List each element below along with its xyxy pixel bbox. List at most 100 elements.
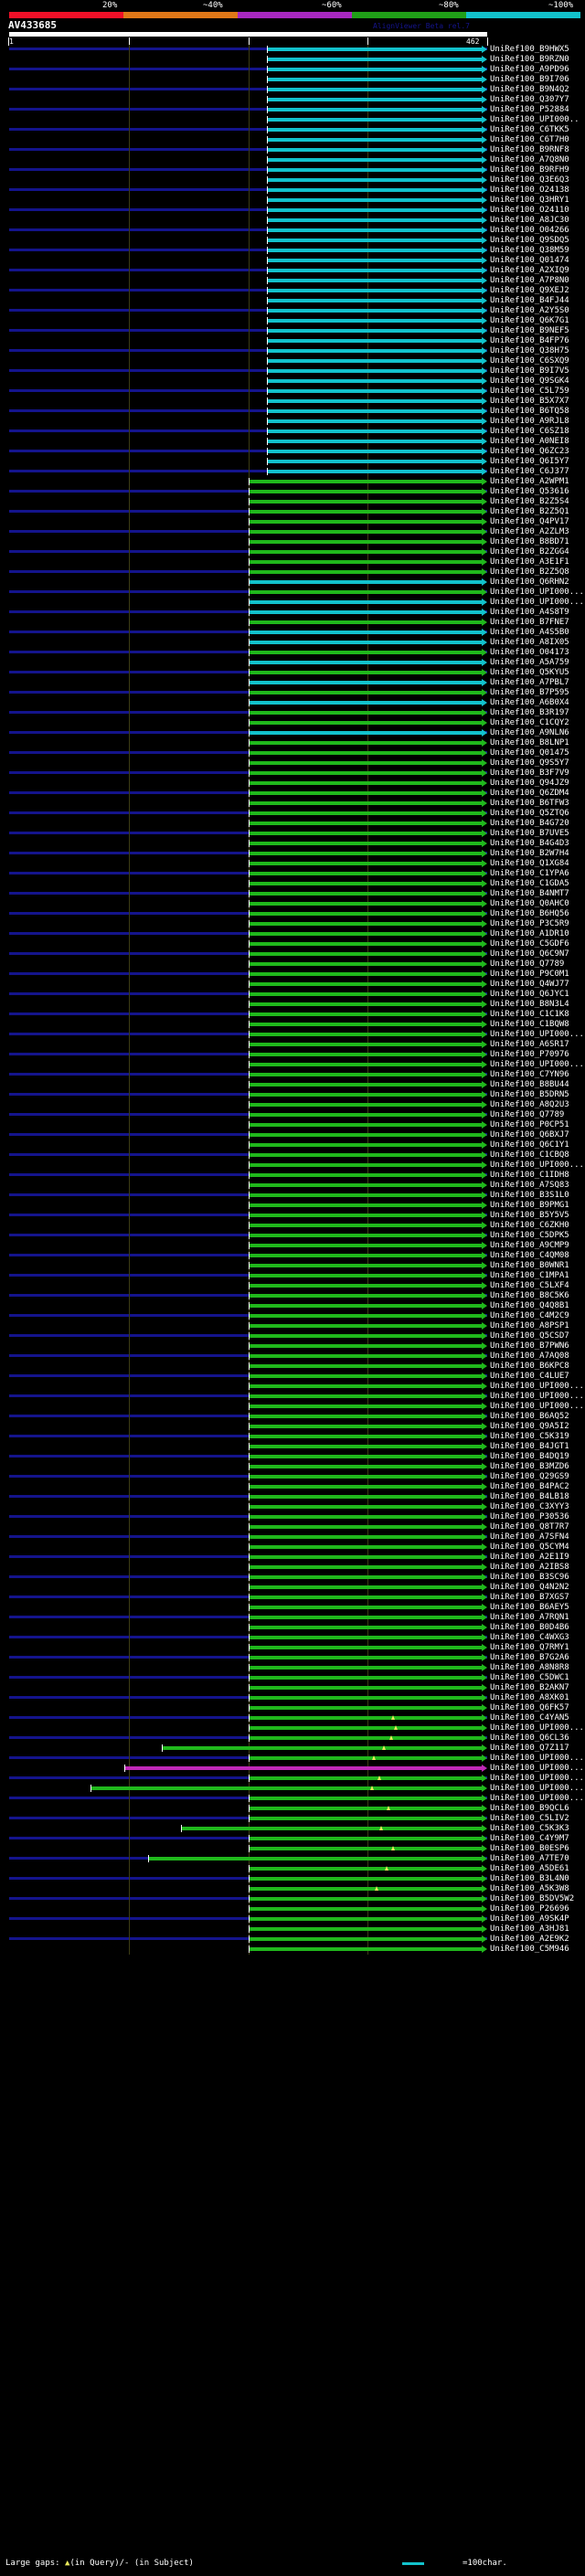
subject-label[interactable]: UniRef100_Q01474 bbox=[490, 256, 569, 265]
alignment-row[interactable]: UniRef100_A4S8T9 bbox=[0, 608, 585, 618]
hsp-bar[interactable] bbox=[250, 641, 483, 644]
subject-label[interactable]: UniRef100_B4FJ44 bbox=[490, 296, 569, 305]
hsp-bar[interactable] bbox=[250, 1616, 483, 1619]
subject-label[interactable]: UniRef100_C1IDH8 bbox=[490, 1171, 569, 1180]
subject-label[interactable]: UniRef100_B6TFW3 bbox=[490, 799, 569, 808]
hsp-bar[interactable] bbox=[250, 1807, 483, 1810]
subject-label[interactable]: UniRef100_Q5KYU5 bbox=[490, 668, 569, 677]
subject-label[interactable]: UniRef100_Q38H75 bbox=[490, 346, 569, 355]
hsp-bar[interactable] bbox=[268, 108, 483, 111]
alignment-row[interactable]: UniRef100_A7PBL7 bbox=[0, 678, 585, 688]
subject-label[interactable]: UniRef100_B5DV5W2 bbox=[490, 1894, 575, 1903]
hsp-bar[interactable] bbox=[250, 1093, 483, 1097]
subject-label[interactable]: UniRef100_Q38M59 bbox=[490, 246, 569, 255]
subject-label[interactable]: UniRef100_UPI000.. bbox=[490, 115, 580, 124]
hsp-bar[interactable] bbox=[250, 1927, 483, 1931]
alignment-row[interactable]: UniRef100_A2Y5S0 bbox=[0, 306, 585, 316]
hsp-bar[interactable] bbox=[250, 1173, 483, 1177]
subject-label[interactable]: UniRef100_C5M946 bbox=[490, 1945, 569, 1954]
alignment-row[interactable]: UniRef100_A7SFN4 bbox=[0, 1532, 585, 1542]
subject-label[interactable]: UniRef100_C5DPK5 bbox=[490, 1231, 569, 1240]
alignment-row[interactable]: UniRef100_B3R197 bbox=[0, 708, 585, 718]
subject-label[interactable]: UniRef100_A8N8R8 bbox=[490, 1663, 569, 1672]
hsp-bar[interactable] bbox=[250, 1425, 483, 1428]
subject-label[interactable]: UniRef100_B9I7V5 bbox=[490, 366, 569, 376]
alignment-row[interactable]: UniRef100_A7AQ08 bbox=[0, 1352, 585, 1362]
hsp-bar[interactable] bbox=[163, 1746, 483, 1750]
alignment-row[interactable]: UniRef100_Q7RMY1 bbox=[0, 1643, 585, 1653]
hsp-bar[interactable] bbox=[250, 681, 483, 684]
alignment-row[interactable]: UniRef100_UPI000... bbox=[0, 1392, 585, 1402]
alignment-row[interactable]: UniRef100_B7G2A6 bbox=[0, 1653, 585, 1663]
alignment-row[interactable]: UniRef100_B9I706 bbox=[0, 75, 585, 85]
alignment-row[interactable]: UniRef100_B9HWX5 bbox=[0, 45, 585, 55]
subject-label[interactable]: UniRef100_O04173 bbox=[490, 648, 569, 657]
hsp-bar[interactable] bbox=[250, 711, 483, 715]
alignment-row[interactable]: UniRef100_B3MZD6 bbox=[0, 1462, 585, 1472]
hsp-bar[interactable] bbox=[250, 1947, 483, 1951]
hsp-bar[interactable] bbox=[250, 1756, 483, 1760]
subject-label[interactable]: UniRef100_Q5ZTQ6 bbox=[490, 809, 569, 818]
alignment-row[interactable]: UniRef100_Q9S5Y7 bbox=[0, 758, 585, 769]
hsp-bar[interactable] bbox=[250, 1344, 483, 1348]
subject-label[interactable]: UniRef100_UPI000... bbox=[490, 1754, 584, 1763]
hsp-bar[interactable] bbox=[268, 78, 483, 81]
subject-label[interactable]: UniRef100_A4S5B0 bbox=[490, 628, 569, 637]
alignment-row[interactable]: UniRef100_Q6RHN2 bbox=[0, 578, 585, 588]
subject-label[interactable]: UniRef100_B6KPC8 bbox=[490, 1362, 569, 1371]
subject-label[interactable]: UniRef100_A5K3W8 bbox=[490, 1884, 569, 1893]
subject-label[interactable]: UniRef100_B2Z5S4 bbox=[490, 497, 569, 506]
alignment-row[interactable]: UniRef100_B9RFH9 bbox=[0, 165, 585, 175]
alignment-row[interactable]: UniRef100_Q4N2N2 bbox=[0, 1583, 585, 1593]
hsp-bar[interactable] bbox=[250, 791, 483, 795]
hsp-bar[interactable] bbox=[268, 429, 483, 433]
alignment-row[interactable]: UniRef100_A9SK4P bbox=[0, 1914, 585, 1924]
alignment-row[interactable]: UniRef100_B9PMG1 bbox=[0, 1201, 585, 1211]
hsp-bar[interactable] bbox=[250, 741, 483, 745]
alignment-row[interactable]: UniRef100_B2AKN7 bbox=[0, 1683, 585, 1693]
subject-label[interactable]: UniRef100_Q6C1Y1 bbox=[490, 1140, 569, 1150]
alignment-row[interactable]: UniRef100_Q6CL36 bbox=[0, 1733, 585, 1744]
hsp-bar[interactable] bbox=[250, 490, 483, 493]
alignment-row[interactable]: UniRef100_P9C0M1 bbox=[0, 970, 585, 980]
alignment-row[interactable]: UniRef100_B6AQ52 bbox=[0, 1412, 585, 1422]
hsp-bar[interactable] bbox=[250, 1877, 483, 1881]
alignment-row[interactable]: UniRef100_UPI000... bbox=[0, 1764, 585, 1774]
hsp-bar[interactable] bbox=[250, 1776, 483, 1780]
subject-label[interactable]: UniRef100_B2ZGG4 bbox=[490, 547, 569, 557]
subject-label[interactable]: UniRef100_B0ESP6 bbox=[490, 1844, 569, 1853]
alignment-row[interactable]: UniRef100_Q1XG84 bbox=[0, 859, 585, 869]
subject-label[interactable]: UniRef100_A0NEI8 bbox=[490, 437, 569, 446]
hsp-bar[interactable] bbox=[250, 1435, 483, 1438]
alignment-row[interactable]: UniRef100_B3S1L0 bbox=[0, 1191, 585, 1201]
subject-label[interactable]: UniRef100_UPI000... bbox=[490, 1774, 584, 1783]
subject-label[interactable]: UniRef100_P30536 bbox=[490, 1512, 569, 1521]
alignment-row[interactable]: UniRef100_O04266 bbox=[0, 226, 585, 236]
subject-label[interactable]: UniRef100_A8Q2U3 bbox=[490, 1100, 569, 1109]
alignment-row[interactable]: UniRef100_C5DWC1 bbox=[0, 1673, 585, 1683]
hsp-bar[interactable] bbox=[91, 1786, 483, 1790]
hsp-bar[interactable] bbox=[268, 218, 483, 222]
hsp-bar[interactable] bbox=[268, 208, 483, 212]
alignment-row[interactable]: UniRef100_B2ZGG4 bbox=[0, 547, 585, 557]
alignment-row[interactable]: UniRef100_Q53616 bbox=[0, 487, 585, 497]
alignment-row[interactable]: UniRef100_A7TE70 bbox=[0, 1854, 585, 1864]
alignment-row[interactable]: UniRef100_Q6C9N7 bbox=[0, 949, 585, 959]
subject-label[interactable]: UniRef100_Q94JZ9 bbox=[490, 779, 569, 788]
subject-label[interactable]: UniRef100_B8LNP1 bbox=[490, 738, 569, 747]
hsp-bar[interactable] bbox=[250, 1354, 483, 1358]
subject-label[interactable]: UniRef100_A3HJ81 bbox=[490, 1924, 569, 1934]
hsp-bar[interactable] bbox=[250, 1183, 483, 1187]
hsp-bar[interactable] bbox=[250, 691, 483, 694]
subject-label[interactable]: UniRef100_B7UVE5 bbox=[490, 829, 569, 838]
hsp-bar[interactable] bbox=[250, 1817, 483, 1820]
hsp-bar[interactable] bbox=[268, 329, 483, 333]
alignment-row[interactable]: UniRef100_P3C5R9 bbox=[0, 919, 585, 929]
hsp-bar[interactable] bbox=[250, 1626, 483, 1629]
alignment-row[interactable]: UniRef100_C4QM08 bbox=[0, 1251, 585, 1261]
alignment-row[interactable]: UniRef100_Q3E6Q3 bbox=[0, 175, 585, 186]
hsp-bar[interactable] bbox=[250, 480, 483, 483]
hsp-bar[interactable] bbox=[250, 761, 483, 765]
alignment-row[interactable]: UniRef100_C6TKK5 bbox=[0, 125, 585, 135]
alignment-row[interactable]: UniRef100_B9RZN0 bbox=[0, 55, 585, 65]
